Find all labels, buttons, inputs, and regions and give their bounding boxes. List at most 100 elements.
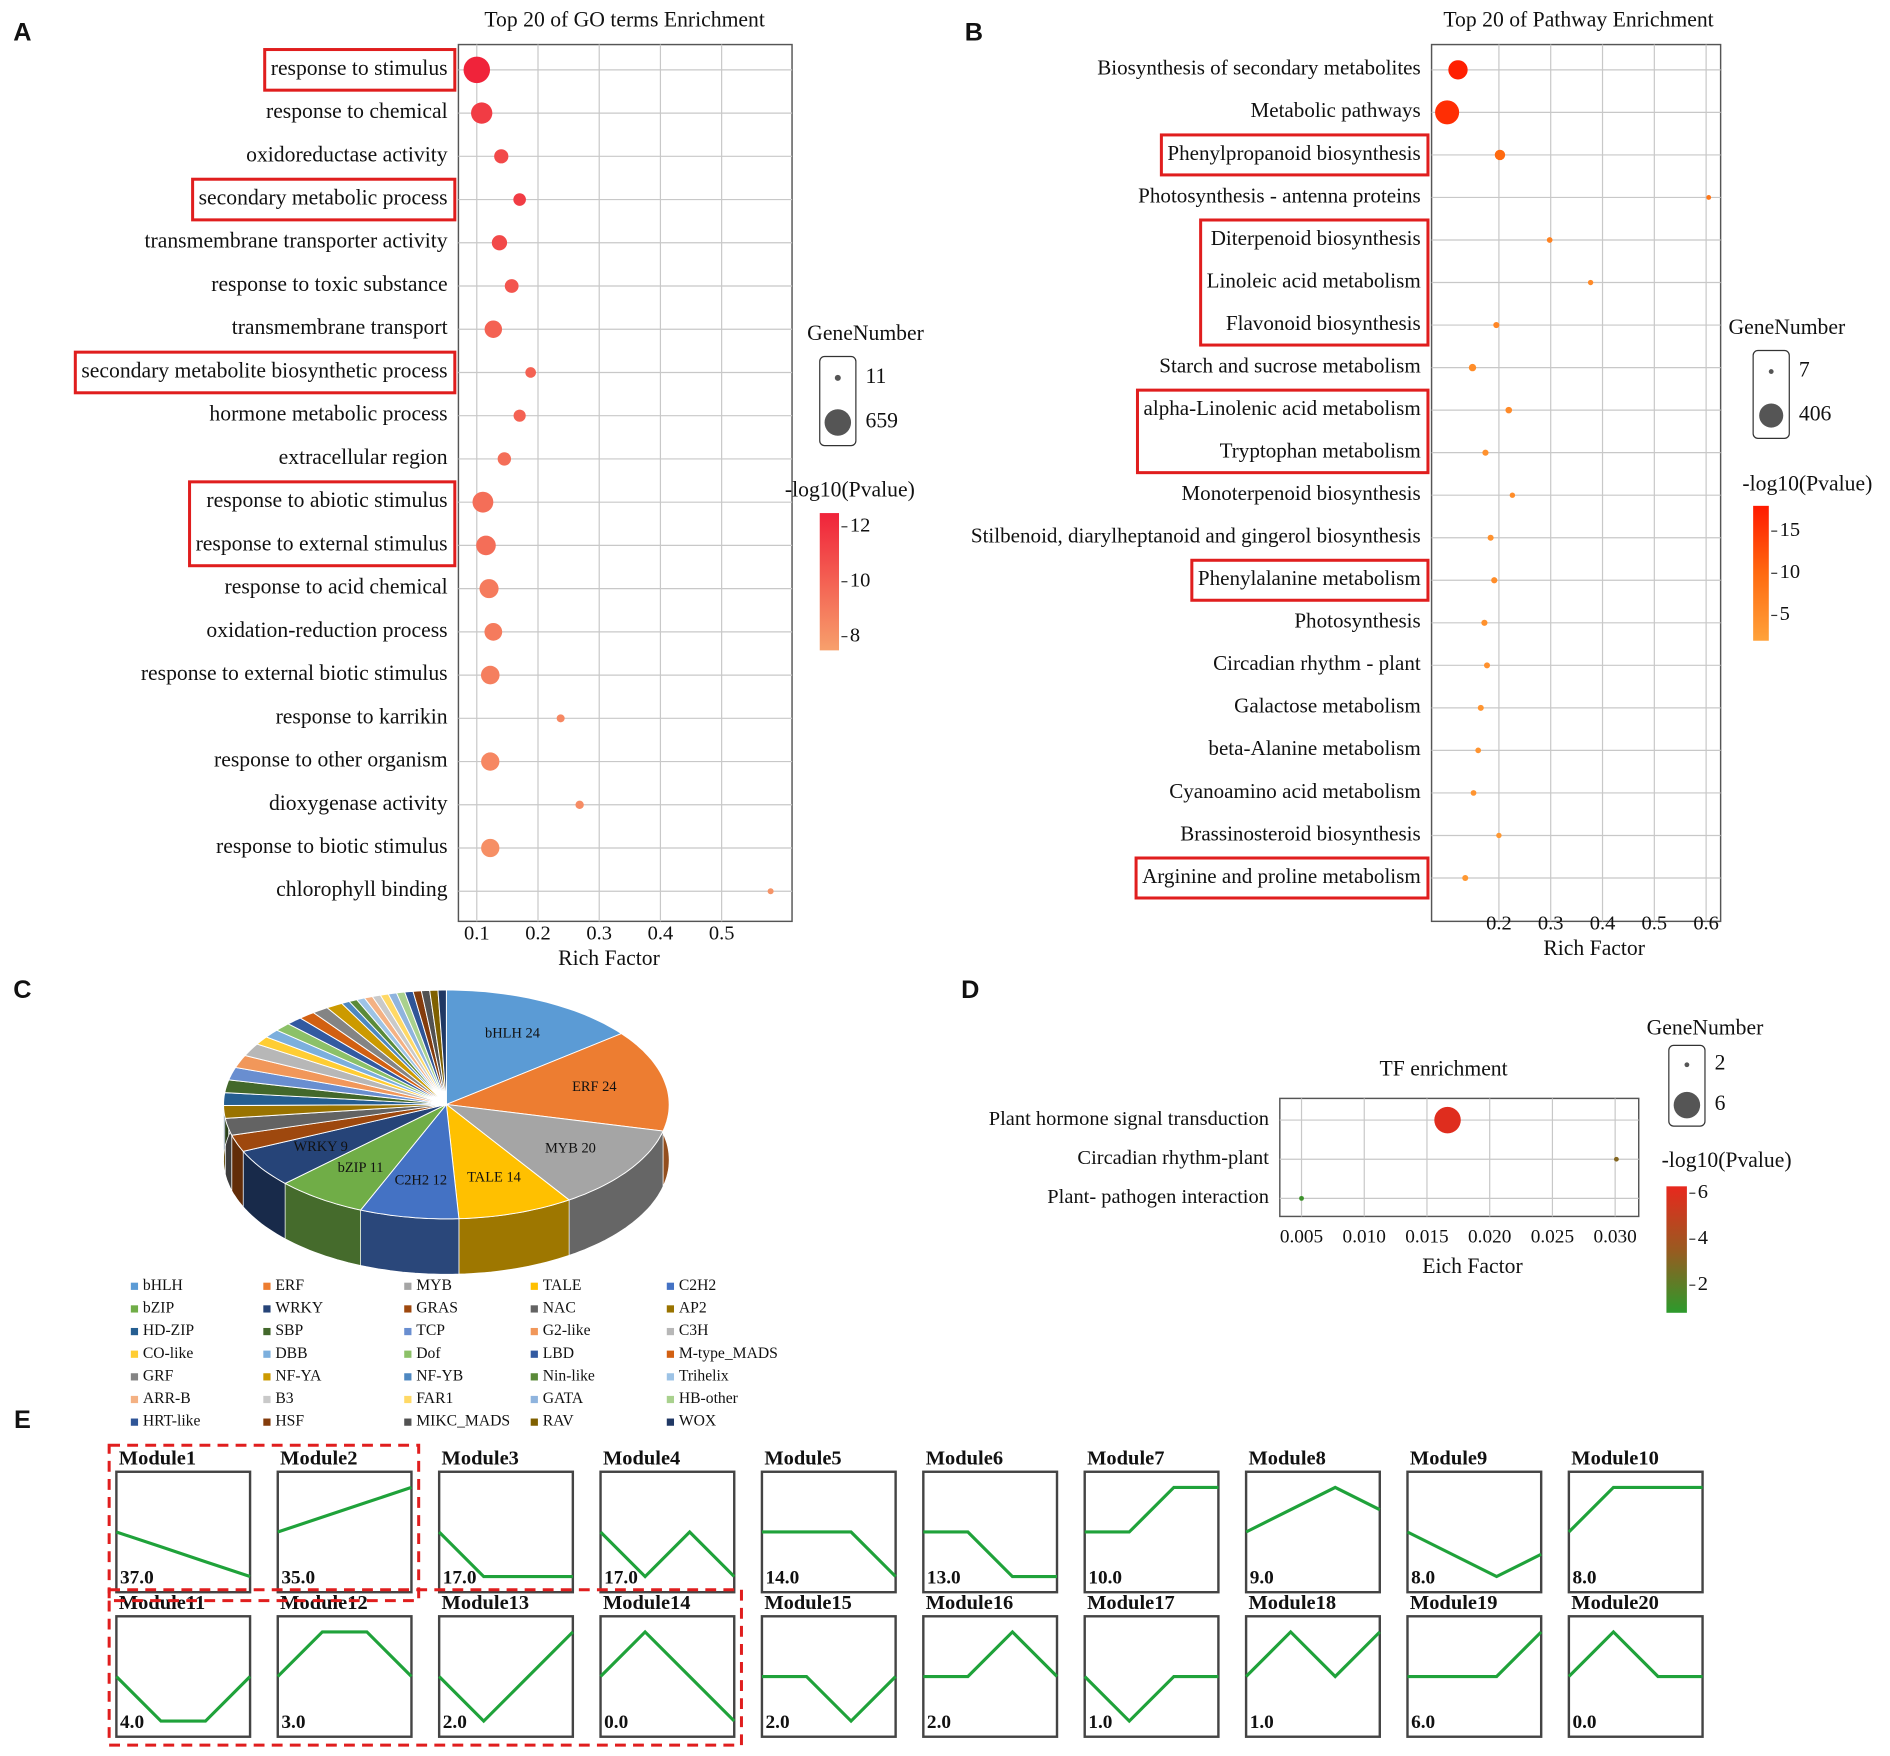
legend-swatch <box>404 1305 412 1313</box>
y-tick-label: Tryptophan metabolism <box>1220 438 1422 462</box>
plot-area <box>1430 43 1722 923</box>
color-bar <box>1666 1186 1687 1313</box>
module-count: 8.0 <box>1572 1567 1596 1588</box>
data-label: bZIP 11 <box>338 1160 384 1176</box>
bubble <box>481 752 500 771</box>
legend-swatch <box>530 1373 538 1381</box>
legend-swatch <box>263 1305 271 1313</box>
x-tick-label: 0.010 <box>1343 1227 1386 1248</box>
module-count: 17.0 <box>443 1567 477 1588</box>
module-count: 6.0 <box>1411 1712 1435 1733</box>
legend-label: FAR1 <box>416 1390 453 1407</box>
bubble <box>1475 747 1482 754</box>
pie-slice <box>444 1103 664 1201</box>
y-tick-label: secondary metabolite biosynthetic proces… <box>81 358 447 382</box>
legend-label: HB-other <box>679 1390 739 1407</box>
x-tick-label: 0.4 <box>648 922 674 944</box>
profile-box <box>599 1615 736 1738</box>
module-name: Module4 <box>603 1447 680 1469</box>
bubble <box>1496 832 1502 839</box>
x-tick-label: 0.2 <box>525 922 551 944</box>
bubble <box>1494 149 1506 161</box>
pie-slice <box>242 1103 447 1184</box>
profile-line <box>1567 1485 1703 1534</box>
y-tick-label: oxidoreductase activity <box>246 142 448 166</box>
legend-swatch <box>130 1282 139 1290</box>
module-count: 2.0 <box>443 1712 467 1733</box>
bubble <box>513 409 526 422</box>
bubble <box>1448 60 1468 80</box>
chart-title: Top 20 of Pathway Enrichment <box>1443 8 1713 32</box>
color-tick-label: 15 <box>1780 519 1800 541</box>
y-tick-label: Photosynthesis - antenna proteins <box>1138 183 1421 207</box>
highlight-box <box>263 48 457 92</box>
legend-label: NF-YA <box>275 1367 322 1384</box>
highlight-box <box>191 177 457 222</box>
y-tick-label: response to stimulus <box>271 56 448 80</box>
module-name: Module3 <box>442 1447 519 1469</box>
legend-label: GATA <box>543 1390 584 1407</box>
legend-swatch <box>404 1350 412 1358</box>
bubble <box>484 320 503 338</box>
bubble <box>1505 406 1513 414</box>
module-name: Module20 <box>1571 1592 1659 1614</box>
x-tick-label: 0.5 <box>1642 913 1668 935</box>
bubble <box>481 838 500 858</box>
panel-label: C <box>13 976 31 1004</box>
legend-swatch <box>263 1418 271 1426</box>
highlight-box <box>188 480 457 568</box>
module-name: Module11 <box>119 1592 205 1614</box>
profile-line <box>761 1674 897 1724</box>
legend-swatch <box>530 1327 538 1336</box>
color-tick-label: 4 <box>1698 1227 1708 1249</box>
legend-swatch <box>263 1327 271 1336</box>
y-tick-label: alpha-Linolenic acid metabolism <box>1143 396 1421 420</box>
profile-box <box>1244 1470 1381 1594</box>
pie-slice <box>445 989 623 1106</box>
legend-title: GeneNumber <box>1647 1016 1764 1040</box>
profile-line <box>923 1530 1058 1579</box>
data-label: TALE 14 <box>467 1170 521 1186</box>
pie-slice <box>437 989 447 1105</box>
legend-swatch <box>404 1327 412 1336</box>
y-tick-label: response to karrikin <box>276 704 448 728</box>
data-label: C2H2 12 <box>395 1172 448 1188</box>
module-count: 10.0 <box>1088 1567 1122 1588</box>
legend-label: C2H2 <box>679 1277 716 1294</box>
bubble <box>1509 492 1516 498</box>
legend-label: 6 <box>1715 1091 1726 1115</box>
y-tick-label: Arginine and proline metabolism <box>1142 864 1421 888</box>
chart-title: Top 20 of GO terms Enrichment <box>484 8 765 32</box>
legend-label: Trihelix <box>679 1367 729 1384</box>
profile-line <box>1567 1629 1703 1679</box>
x-tick-label: 0.5 <box>709 922 735 944</box>
bubble <box>1435 100 1460 125</box>
bubble <box>556 714 565 723</box>
legend-label: G2-like <box>543 1322 591 1339</box>
module-name: Module10 <box>1571 1447 1659 1469</box>
legend-swatch <box>666 1418 675 1426</box>
color-tick-label: 5 <box>1780 603 1790 625</box>
x-tick-label: 0.2 <box>1486 913 1512 935</box>
pie-slice <box>444 1033 670 1132</box>
data-label: ERF 24 <box>572 1079 617 1095</box>
module-count: 0.0 <box>1572 1712 1596 1733</box>
module-count: 14.0 <box>766 1567 800 1588</box>
legend-swatch <box>404 1282 412 1290</box>
legend-label: GRAS <box>416 1300 458 1317</box>
chart-title: TF enrichment <box>1380 1057 1508 1081</box>
bubble <box>1706 195 1712 200</box>
highlight-box <box>1199 218 1430 347</box>
x-tick-label: 0.3 <box>586 922 612 944</box>
profile-line <box>1245 1485 1381 1534</box>
x-axis-label: Rich Factor <box>558 946 660 970</box>
bubble <box>1483 662 1491 669</box>
module-count: 0.0 <box>604 1712 628 1733</box>
legend-label: 406 <box>1799 402 1832 426</box>
y-tick-label: Starch and sucrose metabolism <box>1159 353 1421 377</box>
legend-label: TCP <box>416 1322 445 1339</box>
legend-label: CO-like <box>143 1345 193 1362</box>
color-tick-label: 12 <box>850 515 870 537</box>
legend-bubble <box>824 409 852 436</box>
profile-line <box>923 1629 1059 1679</box>
